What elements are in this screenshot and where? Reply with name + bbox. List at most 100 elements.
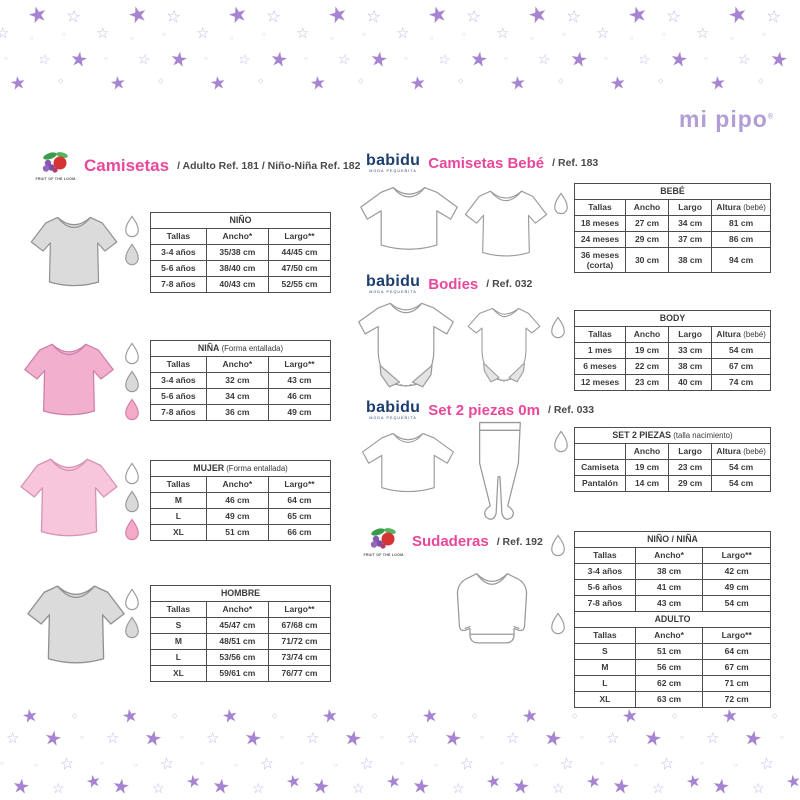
- star-icon: ★: [442, 726, 464, 752]
- star-icon: ☆: [636, 49, 653, 69]
- star-icon: ☆: [106, 730, 120, 747]
- star-icon: ○: [134, 763, 138, 769]
- star-icon: ★: [168, 47, 190, 73]
- star-icon: ◇: [458, 78, 464, 85]
- section-header-bodies: babidu moda pequeñita Bodies / Ref. 032: [366, 274, 532, 295]
- tshirt-woman-illustration: [20, 458, 118, 537]
- star-icon: ☆: [752, 780, 765, 796]
- star-icon: ○: [562, 32, 566, 38]
- table-title-row: MUJER (Forma entallada): [150, 460, 331, 477]
- table-row: 18 meses 27 cm 34 cm 81 cm: [574, 215, 771, 232]
- star-icon: ★: [484, 770, 504, 793]
- star-icon: ★: [42, 726, 64, 752]
- babidu-tagline: moda pequeñita: [369, 416, 417, 420]
- color-drops-hombre: [122, 588, 142, 641]
- star-icon: ★: [684, 770, 704, 793]
- star-icon: ★: [468, 47, 490, 73]
- star-icon: ◇: [772, 713, 778, 720]
- set-pants-illustration: [478, 421, 521, 520]
- star-icon: ☆: [352, 780, 365, 796]
- table-title-row: HOMBRE: [150, 585, 331, 602]
- star-icon: ★: [424, 0, 451, 30]
- star-icon: ☆: [664, 6, 683, 27]
- star-icon: ★: [110, 774, 132, 800]
- star-icon: ★: [184, 770, 204, 793]
- table-title-row: BEBÉ: [574, 183, 771, 200]
- star-icon: ★: [8, 71, 28, 95]
- pink-colorway-drop-icon: [125, 398, 139, 421]
- section-header-camisetas-bebe: babidu moda pequeñita Camisetas Bebé / R…: [366, 153, 598, 174]
- star-icon: ○: [630, 36, 634, 42]
- star-icon: ○: [234, 763, 238, 769]
- table-row: L 62 cm 71 cm: [574, 675, 771, 692]
- table-nino: NIÑO Tallas Ancho* Largo** 3-4 años 35/38 cm 4…: [150, 212, 332, 293]
- table-row: 7-8 años 36 cm 49 cm: [150, 404, 332, 421]
- table-row: 1 mes 19 cm 33 cm 54 cm: [574, 342, 771, 359]
- star-border-bottom: ★ ◇ ☆ ★ ○ ○ ○ ☆ ★ ☆ ★ ★ ◇ ☆ ★ ○ ○ ○ ☆ ★ ☆ ★ ★ ◇ ☆ ★ ○ ○ ○ ☆ ★ ☆ ★ ★ ◇ ☆ ★ ○ ○ ○…: [0, 705, 800, 800]
- star-icon: ○: [300, 761, 304, 767]
- star-icon: ☆: [436, 49, 453, 69]
- white-colorway-drop-icon: [551, 534, 565, 557]
- table-row: M 56 cm 67 cm: [574, 659, 771, 676]
- grey-colorway-drop-icon: [125, 616, 139, 639]
- star-icon: ☆: [758, 755, 776, 774]
- star-icon: ★: [642, 726, 664, 752]
- table-row: 5-6 años 34 cm 46 cm: [150, 388, 332, 405]
- mipipo-logo: mi pipo®: [679, 106, 774, 133]
- star-icon: ☆: [606, 730, 620, 747]
- star-icon: ☆: [364, 6, 383, 27]
- star-icon: ◇: [672, 713, 678, 720]
- star-icon: ○: [62, 32, 66, 38]
- star-icon: ★: [368, 47, 390, 73]
- section-ref-sudaderas: / Ref. 192: [496, 535, 543, 548]
- star-icon: ☆: [296, 25, 310, 42]
- star-icon: ☆: [506, 730, 520, 747]
- star-icon: ○: [280, 735, 284, 741]
- star-icon: ★: [324, 0, 351, 30]
- grey-colorway-drop-icon: [125, 370, 139, 393]
- star-icon: ○: [304, 56, 308, 62]
- star-icon: ☆: [0, 25, 10, 42]
- star-icon: ☆: [358, 755, 376, 774]
- white-colorway-drop-icon: [125, 462, 139, 485]
- star-icon: ★: [208, 71, 228, 95]
- star-icon: ◇: [272, 713, 278, 720]
- table-header-row: Tallas Ancho Largo Altura (bebé): [574, 199, 771, 216]
- star-icon: ☆: [264, 6, 283, 27]
- table-header-row: Tallas Ancho* Largo**: [150, 228, 332, 245]
- star-icon: ☆: [496, 25, 510, 42]
- star-icon: ★: [710, 774, 732, 800]
- star-icon: ★: [310, 774, 332, 800]
- star-icon: ☆: [464, 6, 483, 27]
- star-icon: ★: [210, 774, 232, 800]
- section-ref-bodies: / Ref. 032: [486, 278, 533, 291]
- star-icon: ◇: [72, 713, 78, 720]
- star-icon: ★: [608, 71, 628, 95]
- section-header-camisetas: FRUIT OF THE LOOM. Camisetas / Adulto Re…: [35, 150, 360, 181]
- star-icon: ☆: [96, 25, 110, 42]
- star-icon: ○: [204, 56, 208, 62]
- star-icon: ○: [334, 763, 338, 769]
- star-icon: ★: [20, 705, 40, 728]
- table-title-row: ADULTO: [574, 611, 771, 628]
- star-icon: ☆: [406, 730, 420, 747]
- color-drops-mujer: [122, 462, 142, 543]
- table-title-row: SET 2 PIEZAS (talla nacimiento): [574, 427, 771, 444]
- star-icon: ★: [84, 770, 104, 793]
- table-row: 24 meses 29 cm 37 cm 86 cm: [574, 231, 771, 248]
- star-icon: ○: [130, 36, 134, 42]
- white-colorway-drop-icon: [551, 612, 565, 635]
- fruit-logo-text: FRUIT OF THE LOOM.: [35, 177, 77, 181]
- star-icon: ★: [384, 770, 404, 793]
- star-icon: ★: [142, 726, 164, 752]
- star-icon: ☆: [564, 6, 583, 27]
- table-row: XL 51 cm 66 cm: [150, 524, 332, 541]
- babidu-logo-text: babidu: [366, 399, 421, 416]
- star-icon: ○: [662, 32, 666, 38]
- star-icon: ★: [610, 774, 632, 800]
- color-drops-bebe: [551, 192, 571, 217]
- star-icon: ○: [700, 761, 704, 767]
- star-icon: ☆: [6, 730, 20, 747]
- star-icon: ◇: [258, 78, 264, 85]
- baby-body-longsleeve-illustration: [358, 302, 454, 388]
